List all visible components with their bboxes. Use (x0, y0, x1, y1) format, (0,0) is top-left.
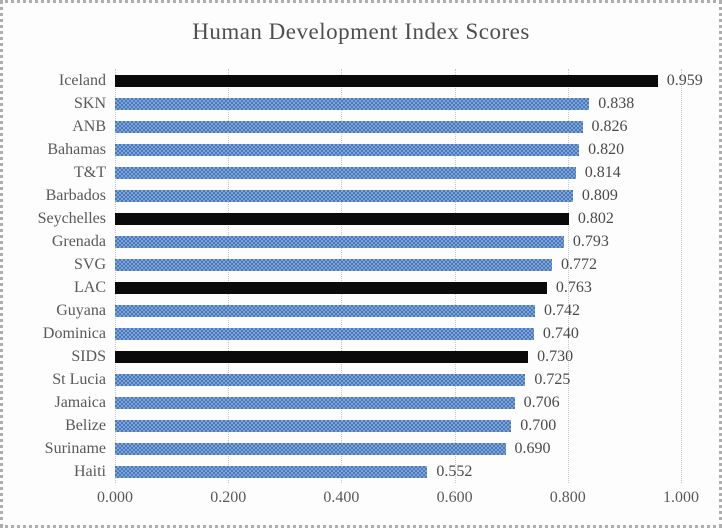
value-label: 0.700 (520, 416, 557, 434)
bar-rows: Iceland 0.959 SKN 0.838 ANB 0.826 Bahamas 0.820… (38, 69, 703, 483)
bar (115, 166, 576, 179)
category-label: St Lucia (52, 370, 106, 388)
bar-row: Guyana 0.742 (56, 299, 681, 322)
chart-title: Human Development Index Scores (192, 19, 530, 44)
value-label: 0.838 (598, 94, 635, 112)
value-label: 0.742 (543, 301, 580, 319)
bar (115, 350, 529, 363)
value-label: 0.725 (534, 370, 571, 388)
value-label: 0.552 (436, 462, 473, 480)
vertical-gridline (454, 69, 456, 483)
bar (115, 465, 428, 478)
value-label: 0.814 (584, 163, 621, 181)
x-tick-label: 1.000 (663, 489, 699, 506)
bar-row: Haiti 0.552 (74, 460, 681, 483)
bar-row: Bahamas 0.820 (47, 138, 681, 161)
bar-row: Suriname 0.690 (45, 437, 681, 460)
value-label: 0.826 (591, 117, 628, 135)
x-axis: 0.000 0.200 0.400 0.600 0.800 1.000 (97, 489, 699, 511)
category-label: Dominica (42, 324, 106, 342)
category-label: Iceland (58, 71, 106, 89)
x-tick-label: 0.200 (210, 489, 247, 506)
x-tick-label: 0.400 (323, 489, 360, 506)
bar-row: St Lucia 0.725 (52, 368, 681, 391)
bar (115, 396, 515, 409)
value-label: 0.730 (537, 347, 574, 365)
category-label: Barbados (45, 186, 106, 204)
category-label: Seychelles (37, 209, 106, 227)
vertical-gridline (341, 69, 343, 483)
category-label: Suriname (44, 439, 106, 457)
category-label: Haiti (74, 462, 106, 480)
category-label: Jamaica (54, 393, 106, 411)
value-label: 0.690 (514, 439, 551, 457)
bar (115, 281, 547, 294)
bar (115, 120, 583, 133)
bar (115, 442, 506, 455)
bar (115, 212, 569, 225)
category-label: SIDS (71, 347, 106, 365)
x-tick-label: 0.800 (549, 489, 586, 506)
bar (115, 143, 580, 156)
value-label: 0.706 (523, 393, 560, 411)
category-label: LAC (74, 278, 106, 296)
category-label: Guyana (56, 301, 106, 319)
bar-row: Iceland 0.959 (59, 69, 703, 92)
bar-row: Seychelles 0.802 (38, 207, 681, 230)
bar (115, 304, 535, 317)
bar-row: Barbados 0.809 (46, 184, 681, 207)
value-label: 0.820 (588, 140, 625, 158)
value-label: 0.802 (577, 209, 614, 227)
x-tick-label: 0.000 (97, 489, 133, 506)
bar-row: SKN 0.838 (74, 92, 681, 115)
category-label: SKN (73, 94, 106, 112)
category-label: SVG (73, 255, 106, 273)
bar-row: SIDS 0.730 (71, 345, 681, 368)
value-label: 0.809 (581, 186, 618, 204)
bar (115, 235, 564, 248)
category-label: Belize (65, 416, 106, 434)
vertical-gridline (115, 69, 116, 483)
bar-row: Belize 0.700 (65, 414, 681, 437)
bar (115, 373, 526, 386)
value-label: 0.959 (666, 71, 703, 89)
bar-row: LAC 0.763 (74, 276, 681, 299)
bar (115, 189, 573, 202)
plot-area: Iceland 0.959 SKN 0.838 ANB 0.826 Bahamas 0.820… (38, 69, 703, 483)
bar-row: ANB 0.826 (72, 115, 681, 138)
category-label: Grenada (51, 232, 106, 250)
bar-row: Grenada 0.793 (52, 230, 681, 253)
category-label: Bahamas (47, 140, 106, 158)
category-label: ANB (72, 117, 106, 135)
value-label: 0.763 (555, 278, 592, 296)
bar (115, 327, 534, 340)
bar-row: Jamaica 0.706 (54, 391, 681, 414)
vertical-gridline (567, 69, 569, 483)
bar (115, 97, 590, 110)
bar-row: Dominica 0.740 (43, 322, 681, 345)
bar (115, 258, 552, 271)
x-tick-label: 0.600 (436, 489, 473, 506)
vertical-gridline (681, 69, 682, 483)
vertical-gridline (228, 69, 230, 483)
category-label: T&T (74, 163, 106, 181)
value-label: 0.740 (542, 324, 579, 342)
bar (115, 74, 658, 87)
value-label: 0.772 (560, 255, 597, 273)
bar (115, 419, 512, 432)
value-label: 0.793 (572, 232, 609, 250)
bar-row: SVG 0.772 (74, 253, 681, 276)
bar-row: T&T 0.814 (74, 161, 681, 184)
